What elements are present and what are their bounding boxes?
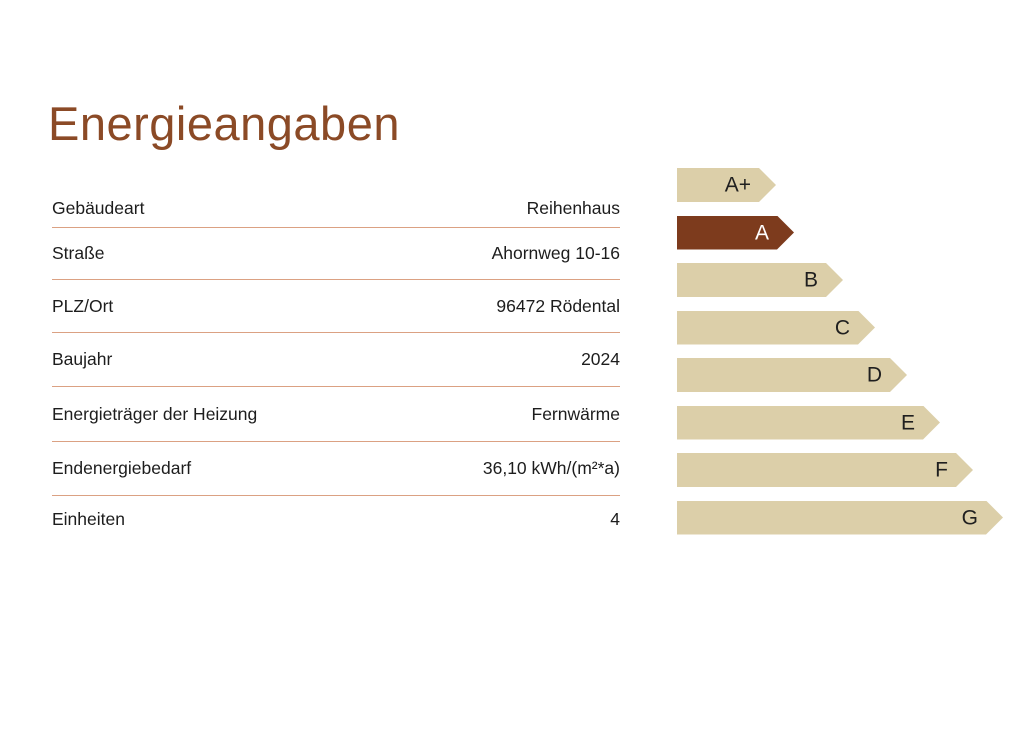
table-row: Baujahr 2024: [52, 333, 620, 387]
energy-class-arrow: F: [677, 453, 973, 487]
table-row: Gebäudeart Reihenhaus: [52, 189, 620, 228]
row-label: Straße: [52, 243, 105, 263]
table-row: Energieträger der Heizung Fernwärme: [52, 387, 620, 442]
row-value: 2024: [581, 349, 620, 369]
energy-class-label: E: [900, 411, 915, 434]
energy-class-label: A: [754, 221, 769, 244]
energy-class-arrow: G: [677, 501, 1003, 535]
energy-class-label: F: [935, 458, 948, 482]
energy-efficiency-scale: A+ A B C D E F G: [677, 168, 1003, 535]
row-value: 4: [610, 508, 620, 529]
table-row: PLZ/Ort 96472 Rödental: [52, 280, 620, 333]
row-value: Ahornweg 10-16: [491, 243, 620, 263]
page-title: Energieangaben: [48, 97, 400, 150]
table-row: Endenergiebedarf 36,10 kWh/(m²*a): [52, 442, 620, 496]
energy-class-arrow: A+: [677, 168, 776, 202]
energy-class-label: D: [866, 363, 882, 387]
energy-class-label: G: [961, 506, 978, 529]
energy-details-table: Gebäudeart Reihenhaus Straße Ahornweg 10…: [52, 189, 620, 542]
energy-class-arrow: A: [677, 216, 794, 250]
energy-class-label: C: [834, 316, 850, 339]
row-label: Baujahr: [52, 349, 113, 369]
energy-class-label: B: [803, 268, 818, 292]
row-value: Reihenhaus: [526, 197, 620, 218]
row-label: Energieträger der Heizung: [52, 403, 258, 424]
row-value: 36,10 kWh/(m²*a): [482, 458, 620, 478]
row-label: PLZ/Ort: [52, 295, 114, 316]
energy-class-arrow: C: [677, 311, 875, 345]
table-row: Straße Ahornweg 10-16: [52, 228, 620, 280]
row-label: Endenergiebedarf: [52, 458, 192, 478]
row-label: Gebäudeart: [52, 197, 145, 218]
energy-class-arrow: B: [677, 263, 843, 297]
energy-class-label: A+: [724, 173, 751, 197]
energy-class-arrow: D: [677, 358, 907, 392]
table-row: Einheiten 4: [52, 496, 620, 542]
row-label: Einheiten: [52, 508, 125, 529]
energy-class-arrow: E: [677, 406, 940, 440]
row-value: Fernwärme: [531, 403, 621, 424]
row-value: 96472 Rödental: [496, 295, 620, 316]
